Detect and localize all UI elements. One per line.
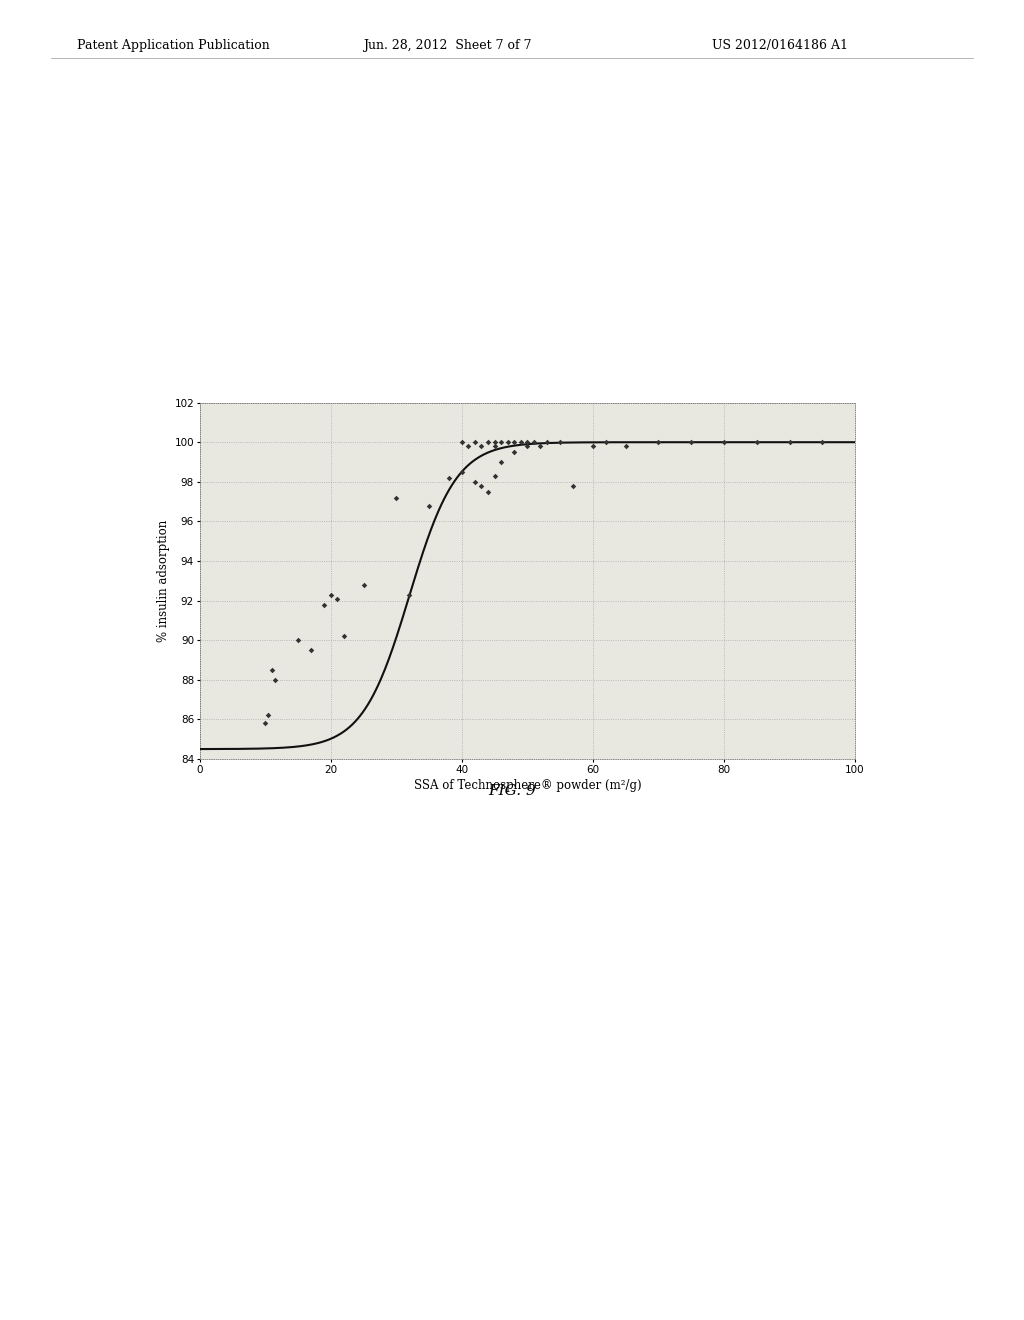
Point [473,475,489,496]
Point [401,583,418,605]
Y-axis label: % insulin adsorption: % insulin adsorption [158,520,170,642]
Point [355,574,372,595]
Point [460,436,476,457]
Point [467,471,483,492]
Point [421,495,437,516]
Point [316,594,333,615]
Point [513,432,529,453]
Point [506,432,522,453]
Point [519,436,536,457]
Point [500,432,516,453]
Point [650,432,667,453]
Point [493,432,509,453]
Point [683,432,699,453]
Point [552,432,568,453]
Point [814,432,830,453]
Point [440,467,457,488]
Point [716,432,732,453]
Point [486,465,503,486]
Point [493,451,509,473]
Point [329,587,345,609]
Point [257,713,273,734]
Point [303,639,319,660]
Point [336,626,352,647]
Point [486,432,503,453]
Text: Jun. 28, 2012  Sheet 7 of 7: Jun. 28, 2012 Sheet 7 of 7 [364,38,532,51]
Point [388,487,404,508]
Point [467,432,483,453]
Point [565,475,582,496]
Point [486,436,503,457]
Point [263,659,280,680]
Text: FIG. 9: FIG. 9 [488,784,536,797]
Point [525,432,542,453]
Point [585,436,601,457]
Point [539,432,555,453]
Point [267,669,284,690]
Text: US 2012/0164186 A1: US 2012/0164186 A1 [712,38,848,51]
Point [473,436,489,457]
Point [781,432,798,453]
Point [454,432,470,453]
Point [454,461,470,482]
Point [260,705,276,726]
Point [598,432,614,453]
Point [532,436,549,457]
Point [617,436,634,457]
Point [480,480,497,502]
X-axis label: SSA of Technosphere® powder (m²/g): SSA of Technosphere® powder (m²/g) [414,779,641,792]
Point [323,583,339,605]
Point [519,432,536,453]
Text: Patent Application Publication: Patent Application Publication [77,38,269,51]
Point [290,630,306,651]
Point [749,432,765,453]
Point [506,441,522,462]
Point [480,432,497,453]
